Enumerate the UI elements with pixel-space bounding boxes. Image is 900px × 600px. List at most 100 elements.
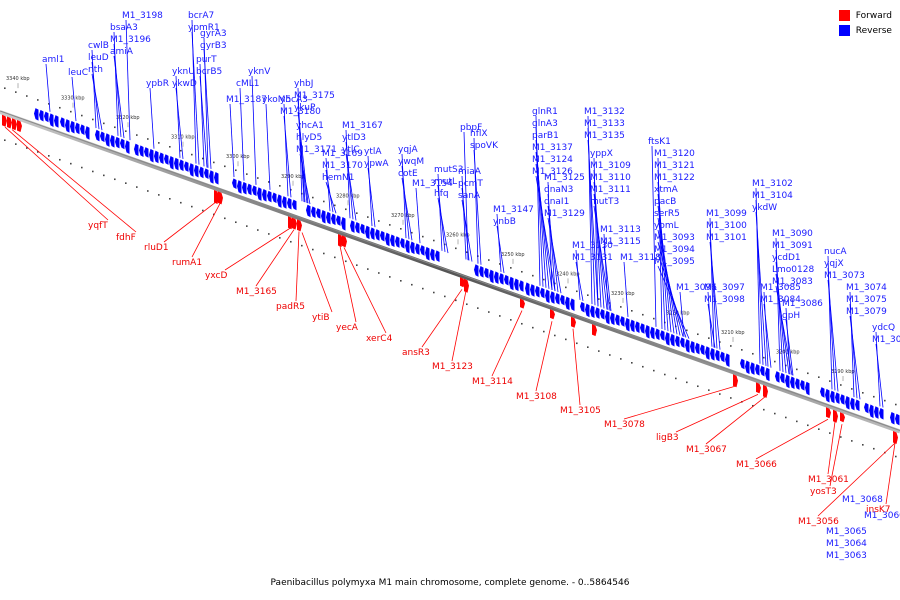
reverse-leader-line [251,75,257,185]
reverse-gene-arrow [509,276,514,291]
forward-gene-label: M1_3108 [516,392,557,402]
forward-leader-line [191,203,221,258]
reverse-gene-arrow [605,310,610,325]
forward-leader-line [11,129,137,233]
reverse-gene-label: M1_3102 [752,179,793,189]
legend-forward-label: Forward [855,10,892,21]
forward-leader-line [829,424,843,487]
reverse-gene-arrow [385,232,390,247]
reverse-gene-label: ftsK1 [648,137,671,147]
guide-dot [147,138,149,140]
reverse-gene-label: cML1 [236,79,259,89]
reverse-gene-arrow [675,335,680,348]
forward-leader-line [421,289,463,348]
guide-dot [15,91,17,93]
guide-dot [334,204,336,207]
kbp-tick-label: 3240 kbp [556,271,580,277]
guide-dot [620,358,622,360]
guide-dot [620,306,622,308]
guide-dot [257,177,259,179]
reverse-leader-line [593,193,608,310]
guide-dot [686,329,688,332]
reverse-gene-arrow [277,194,282,208]
guide-dot [829,380,831,382]
reverse-leader-line [623,261,629,317]
reverse-gene-arrow [820,387,825,398]
reverse-gene-arrow [890,411,895,425]
reverse-gene-arrow [695,342,700,355]
reverse-gene-label: M1_3111 [590,185,631,195]
reverse-gene-arrow [159,152,164,165]
forward-gene-label: yecA [336,323,359,333]
kbp-tick-label: 3260 kbp [446,232,470,238]
guide-dot [818,376,820,378]
reverse-gene-label: M1_3122 [654,173,695,183]
guide-dot [48,155,50,157]
forward-gene-label: ligB3 [656,433,679,443]
forward-gene-arrow [756,382,761,394]
reverse-gene-arrow [390,234,395,248]
reverse-gene-arrow [550,291,555,304]
reverse-gene-arrow [840,394,845,405]
reverse-gene-arrow [795,378,800,390]
guide-dot [59,106,61,109]
guide-dot [37,151,39,153]
reverse-gene-arrow [70,120,75,134]
reverse-gene-label: ykwD [172,79,197,89]
reverse-gene-arrow [630,319,635,333]
kbp-tick-label: 3190 kbp [831,369,855,375]
reverse-gene-label: ykuP [294,103,316,113]
reverse-gene-arrow [355,222,360,234]
guide-dot [180,149,182,152]
reverse-gene-label: yqjA [398,145,419,155]
reverse-gene-arrow [785,374,790,389]
guide-dot [730,397,732,399]
forward-leader-line [224,227,291,271]
forward-gene-arrow [342,235,347,248]
reverse-gene-arrow [489,269,494,284]
guide-dot [400,228,402,230]
reverse-leader-line [325,181,337,214]
guide-dot [719,341,721,343]
guide-dot [213,161,215,164]
reverse-gene-arrow [144,147,149,158]
reverse-gene-arrow [44,111,49,123]
reverse-gene-arrow [149,148,154,163]
reverse-gene-arrow [350,220,355,233]
reverse-gene-label: M1_3099 [706,209,747,219]
reverse-gene-arrow [115,136,120,149]
reverse-gene-arrow [499,273,504,285]
reverse-leader-line [875,343,884,408]
reverse-gene-arrow [134,143,139,157]
guide-dot [466,303,468,306]
guide-dot [785,416,787,419]
reverse-leader-line [473,149,482,265]
reverse-gene-label: M1_3083 [772,277,813,287]
guide-dot [422,235,424,238]
reverse-gene-arrow [514,278,519,292]
reverse-gene-arrow [690,340,695,354]
kbp-tick-label: 3310 kbp [171,135,195,141]
reverse-leader-line [535,139,547,288]
guide-dot [235,169,237,172]
reverse-gene-arrow [154,150,159,164]
reverse-leader-line [785,307,791,375]
reverse-leader-line [265,103,271,190]
reverse-gene-label: ytlD3 [342,133,366,143]
reverse-gene-label: pcmT [458,179,483,189]
reverse-gene-label: yhbJ [294,79,313,89]
forward-leader-line [301,232,333,313]
forward-leader-line [491,310,523,377]
guide-dot [356,212,358,214]
chromosome-axis [0,110,900,434]
guide-dot [697,333,699,336]
reverse-gene-label: serR5 [654,209,680,219]
guide-dot [741,349,743,351]
reverse-gene-label: M1_3115 [600,237,641,247]
reverse-leader-line [496,213,502,272]
guide-dot [763,408,765,411]
reverse-gene-arrow [194,164,199,178]
forward-gene-label: rluD1 [144,243,169,253]
guide-dot [455,299,457,302]
reverse-gene-arrow [326,211,331,225]
